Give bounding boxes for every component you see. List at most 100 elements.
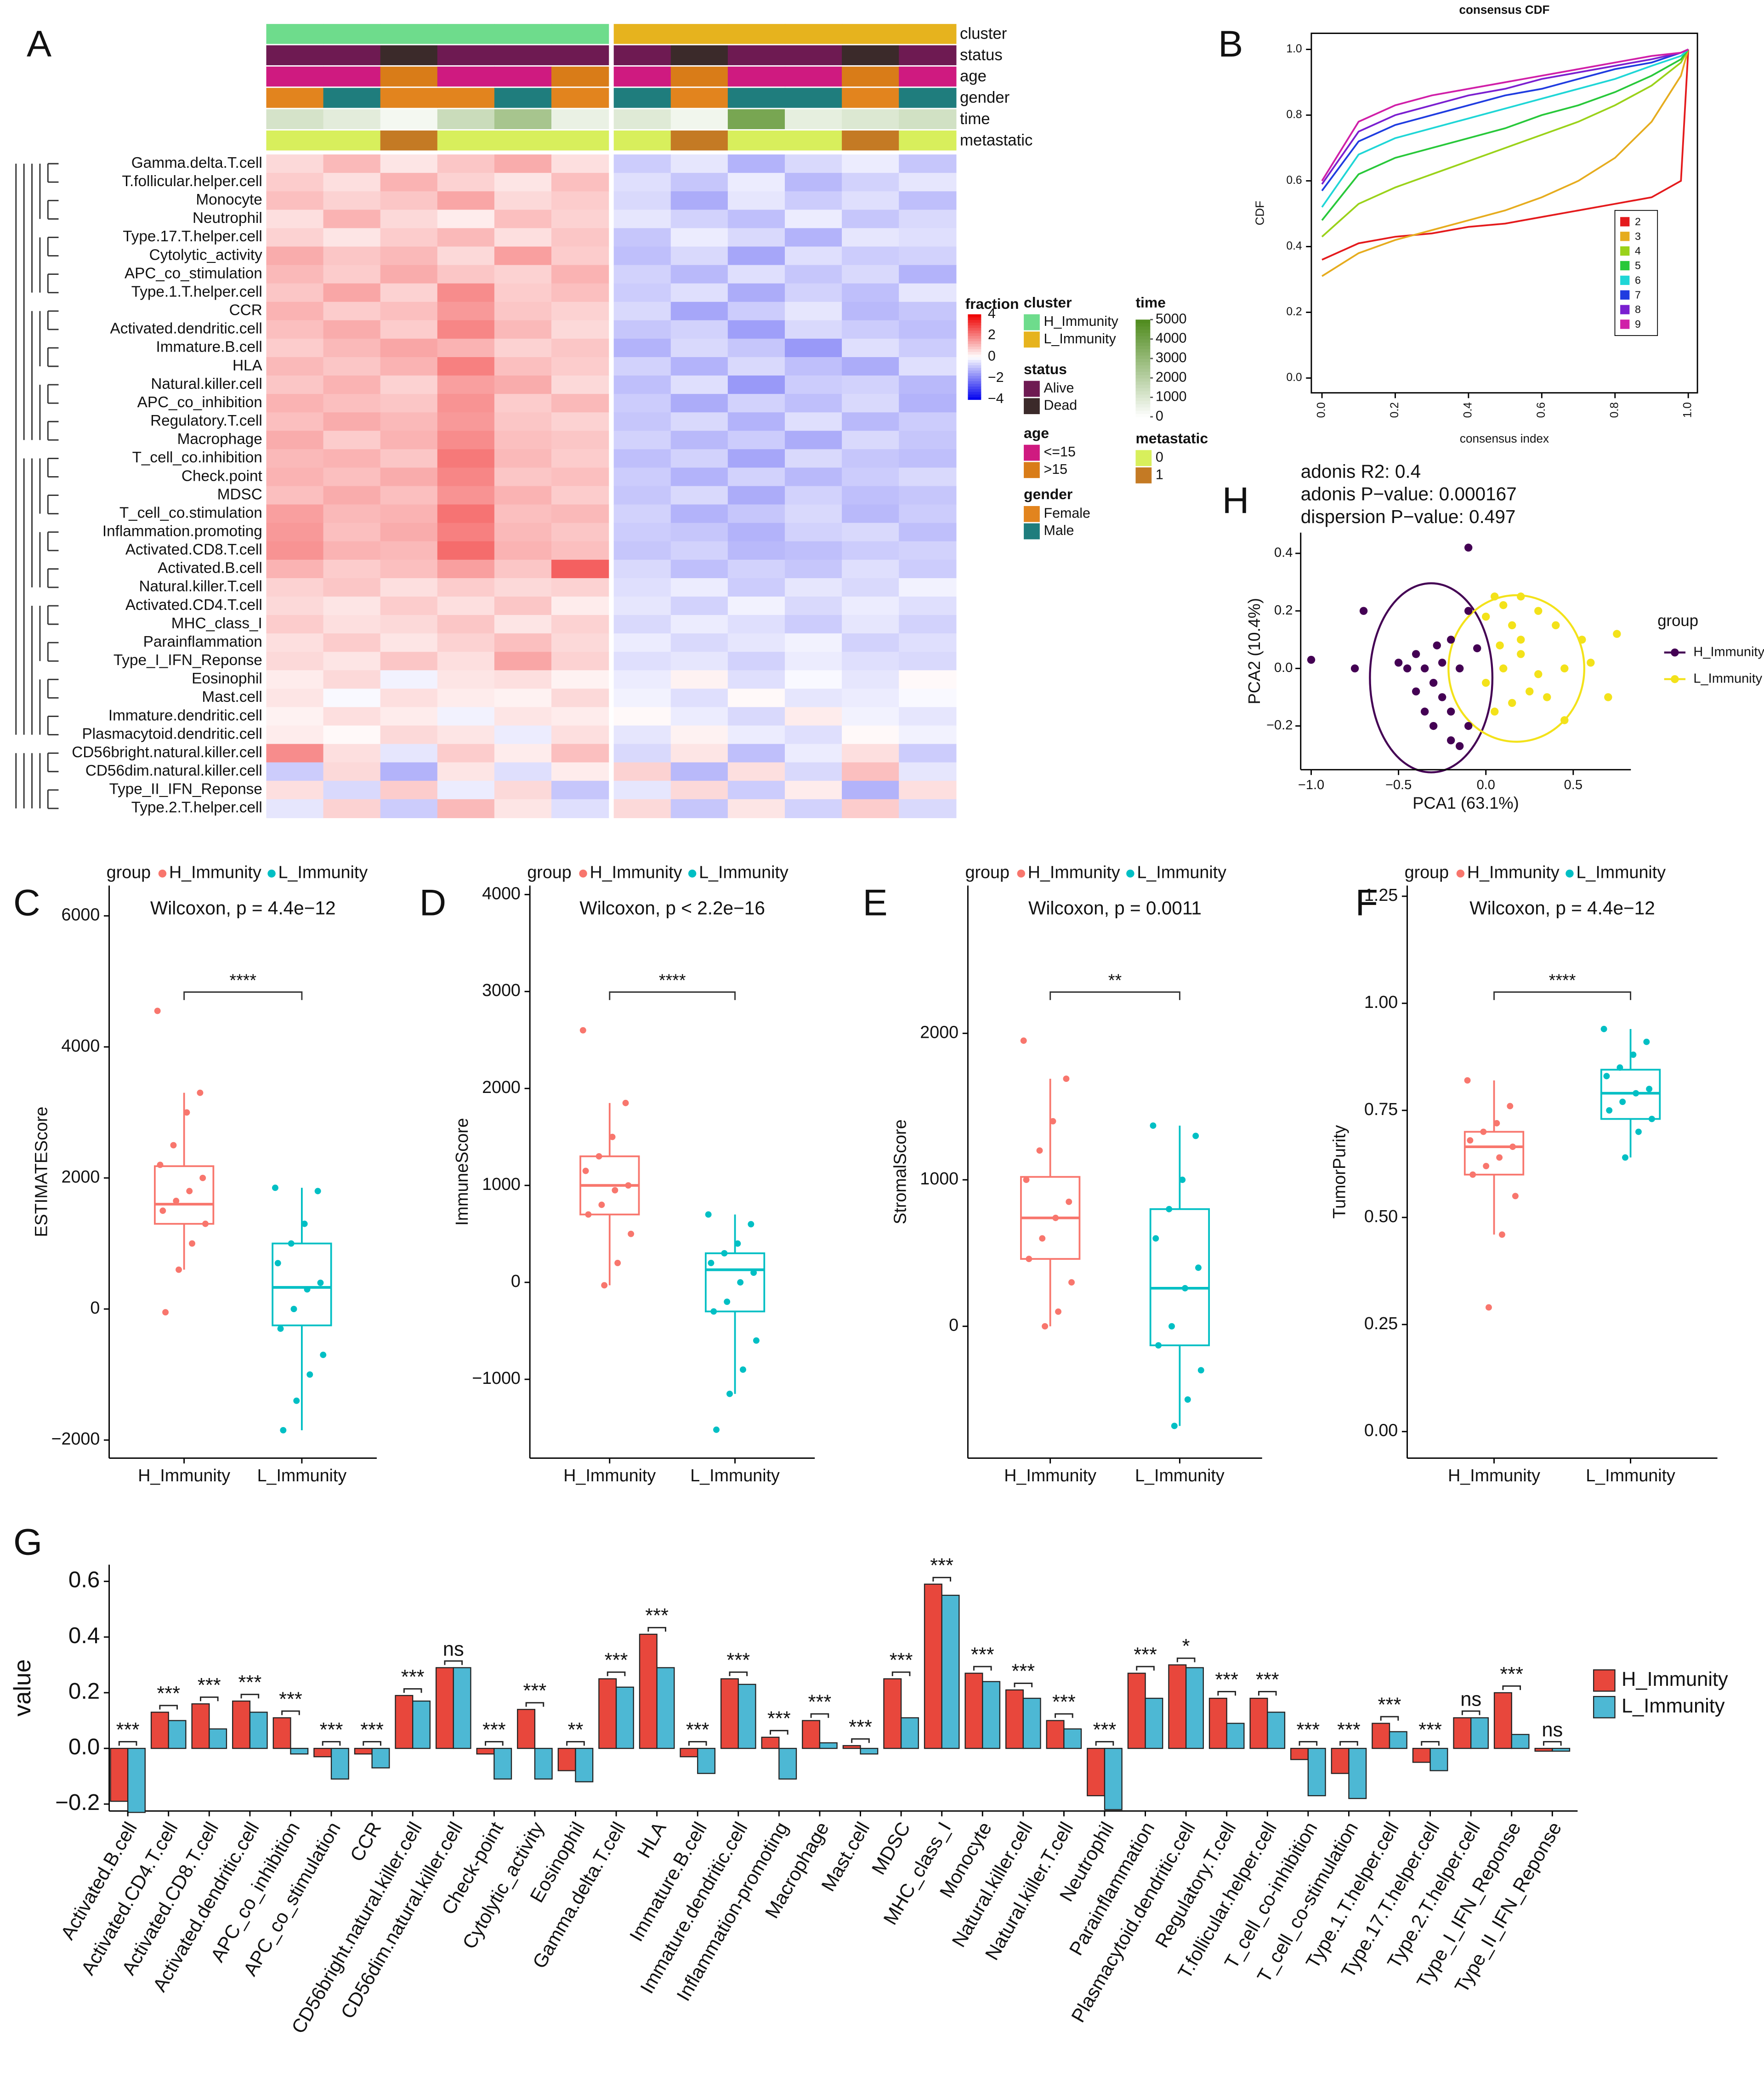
colorbar-step	[1135, 348, 1151, 353]
significance-bracket	[1014, 1682, 1033, 1688]
heatmap-cell	[613, 597, 671, 616]
panel-label: C	[13, 882, 40, 924]
point	[1508, 621, 1516, 630]
legend-label: H_Immunity	[1693, 644, 1764, 659]
heatmap-cell	[437, 431, 495, 450]
heatmap-cell	[494, 375, 552, 395]
bar	[1249, 1697, 1268, 1749]
legend-label: H_Immunity	[169, 863, 261, 882]
row-label: Type_I_IFN_Reponse	[113, 652, 262, 669]
heatmap-cell	[551, 154, 609, 174]
heatmap-cell	[494, 762, 552, 781]
annotation-cell	[494, 88, 552, 108]
colorbar-step	[968, 383, 981, 387]
heatmap-cell	[551, 210, 609, 229]
point	[1412, 650, 1420, 658]
annotation-cell	[613, 24, 671, 44]
point	[710, 1308, 717, 1315]
annotation-cell	[266, 24, 324, 44]
colorbar-step	[968, 333, 981, 336]
significance-label: ***	[1093, 1719, 1117, 1741]
colorbar-step	[968, 359, 981, 363]
heatmap-cell	[842, 504, 900, 523]
point	[734, 1240, 741, 1247]
heatmap-cell	[670, 173, 729, 192]
significance-bracket	[891, 1671, 911, 1676]
row-label: Immature.dendritic.cell	[108, 707, 262, 724]
annotation-cell	[266, 88, 324, 108]
cdf-line	[1321, 49, 1689, 238]
heatmap-cell	[727, 302, 786, 321]
heatmap-cell	[551, 615, 609, 634]
y-tick-label: 0.0	[1274, 660, 1293, 675]
heatmap-cell	[784, 707, 843, 726]
heatmap-cell	[551, 173, 609, 192]
y-tick-label: 1.0	[1286, 43, 1302, 55]
y-tick-label: 1.00	[1364, 992, 1398, 1012]
heatmap-cell	[727, 173, 786, 192]
bar	[1372, 1723, 1390, 1749]
colorbar-step	[968, 357, 981, 360]
heatmap-cell	[437, 320, 495, 340]
significance-label: ***	[1378, 1694, 1401, 1716]
heatmap-cell	[266, 394, 324, 413]
y-axis-label: PCA2 (10.4%)	[1245, 598, 1264, 704]
point	[585, 1211, 592, 1218]
point	[1483, 1163, 1490, 1170]
legend-label: L_Immunity	[1693, 671, 1762, 686]
colorbar-step	[1135, 384, 1151, 388]
annotation-cell	[784, 66, 843, 87]
heatmap-cell	[437, 283, 495, 302]
bar	[191, 1703, 210, 1749]
heatmap-cell	[551, 578, 609, 597]
colorbar-step	[1135, 368, 1151, 372]
point	[625, 1182, 632, 1189]
heatmap-cell	[551, 597, 609, 616]
heatmap-cell	[266, 597, 324, 616]
colorbar-tick-label: 4000	[1156, 330, 1187, 346]
heatmap-cell	[323, 578, 381, 597]
legend-swatch	[1620, 305, 1630, 314]
chart-title: Wilcoxon, p = 4.4e−12	[1469, 898, 1655, 919]
legend-dot	[1456, 869, 1465, 878]
point	[721, 1250, 728, 1257]
heatmap-cell	[784, 375, 843, 395]
heatmap-cell	[613, 467, 671, 487]
heatmap-cell	[784, 210, 843, 229]
colorbar-step	[968, 373, 981, 376]
panel-label: B	[1218, 23, 1243, 65]
heatmap-cell	[613, 762, 671, 781]
annotation-cell	[323, 45, 381, 65]
bar	[453, 1667, 471, 1749]
legend-swatch	[1024, 398, 1040, 415]
heatmap-cell	[899, 559, 957, 579]
colorbar-step	[1135, 410, 1151, 414]
bar	[517, 1709, 536, 1749]
heatmap-cell	[613, 375, 671, 395]
heatmap-cell	[613, 302, 671, 321]
heatmap-cell	[494, 670, 552, 689]
heatmap-cell	[437, 302, 495, 321]
point	[1464, 607, 1473, 615]
heatmap-cell	[899, 523, 957, 542]
heatmap-cell	[784, 633, 843, 653]
colorbar-step	[968, 394, 981, 398]
heatmap-cell	[437, 541, 495, 560]
point	[1420, 707, 1429, 716]
heatmap-cell	[494, 302, 552, 321]
point	[1195, 1264, 1202, 1271]
heatmap-cell	[266, 559, 324, 579]
point	[1039, 1235, 1046, 1242]
legend-label: 1	[1156, 467, 1163, 482]
point	[1066, 1198, 1072, 1205]
heatmap-cell	[670, 615, 729, 634]
x-tick-label: 0.0	[1316, 402, 1328, 418]
point	[1168, 1323, 1175, 1330]
heatmap-cell	[842, 486, 900, 505]
heatmap-cell	[784, 744, 843, 763]
point	[1499, 601, 1508, 609]
track-label: metastatic	[960, 131, 1032, 149]
heatmap-cell	[899, 597, 957, 616]
point	[740, 1366, 746, 1373]
point	[708, 1259, 715, 1266]
